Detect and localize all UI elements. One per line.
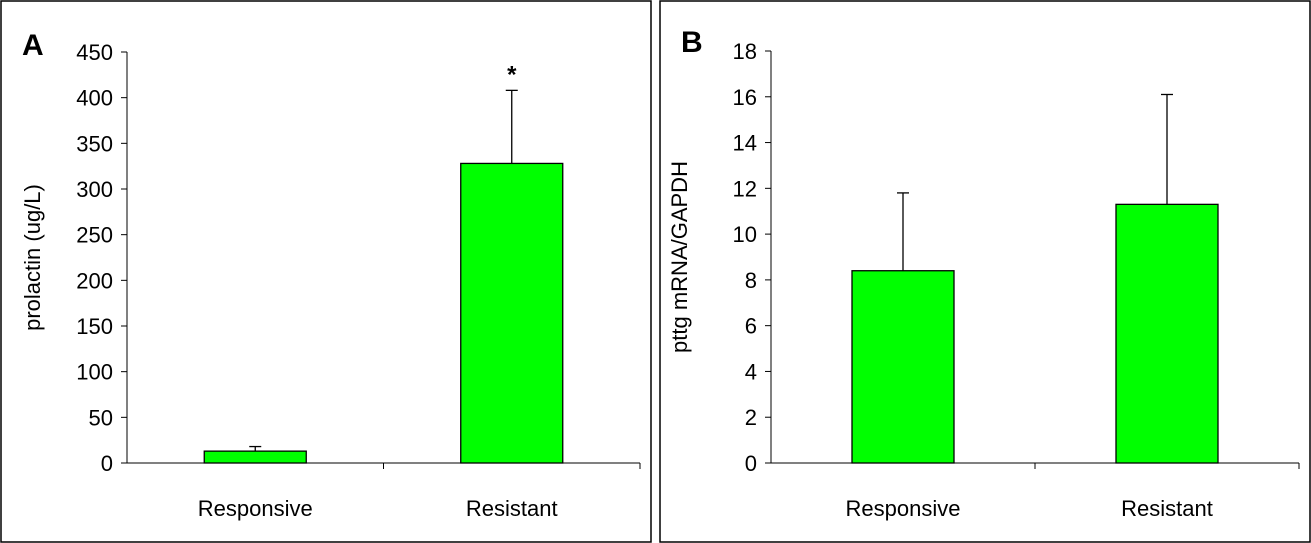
panel-frame xyxy=(0,0,652,543)
y-tick-label: 18 xyxy=(733,39,757,64)
y-tick-label: 150 xyxy=(76,314,113,339)
chart-b-svg: B 0 2 4 6 8 10 12 14 16 18 pttg mRNA/GAPDH Responsiv… xyxy=(659,0,1311,543)
bar-resistant xyxy=(1115,203,1219,464)
bar-responsive xyxy=(851,270,955,464)
y-tick-label: 200 xyxy=(76,268,113,293)
y-tick-label: 350 xyxy=(76,131,113,156)
y-tick-label: 14 xyxy=(733,131,757,156)
panel-label: B xyxy=(681,26,703,59)
x-category-label: Responsive xyxy=(198,496,313,521)
y-tick-label: 450 xyxy=(76,40,113,65)
y-tick-label: 100 xyxy=(76,360,113,385)
panel-label: A xyxy=(22,29,44,62)
significance-marker: * xyxy=(507,61,517,88)
chart-panel-a: A 0 50 100 150 200 250 300 350 400 450 prolactin (u… xyxy=(0,0,652,543)
y-tick-label: 250 xyxy=(76,223,113,248)
x-category-label: Responsive xyxy=(846,496,961,521)
y-tick-label: 10 xyxy=(733,222,757,247)
y-tick-label: 16 xyxy=(733,85,757,110)
y-tick-label: 300 xyxy=(76,177,113,202)
y-axis-title: prolactin (ug/L) xyxy=(20,184,45,331)
y-tick-label: 8 xyxy=(745,268,757,293)
y-axis-title: pttg mRNA/GAPDH xyxy=(667,161,692,353)
bar-responsive xyxy=(203,450,307,464)
y-tick-label: 2 xyxy=(745,405,757,430)
panel-frame xyxy=(659,0,1311,543)
y-tick-label: 6 xyxy=(745,314,757,339)
x-category-label: Resistant xyxy=(466,496,558,521)
bar-resistant xyxy=(460,162,564,464)
chart-panel-b: B 0 2 4 6 8 10 12 14 16 18 pttg mRNA/GAPDH Responsiv… xyxy=(659,0,1311,543)
y-tick-label: 0 xyxy=(745,451,757,476)
y-tick-label: 0 xyxy=(101,451,113,476)
x-category-label: Resistant xyxy=(1121,496,1213,521)
y-tick-label: 4 xyxy=(745,359,757,384)
y-tick-label: 400 xyxy=(76,86,113,111)
y-tick-label: 50 xyxy=(89,405,113,430)
chart-a-svg: A 0 50 100 150 200 250 300 350 400 450 prolactin (u… xyxy=(0,0,652,543)
y-tick-label: 12 xyxy=(733,176,757,201)
